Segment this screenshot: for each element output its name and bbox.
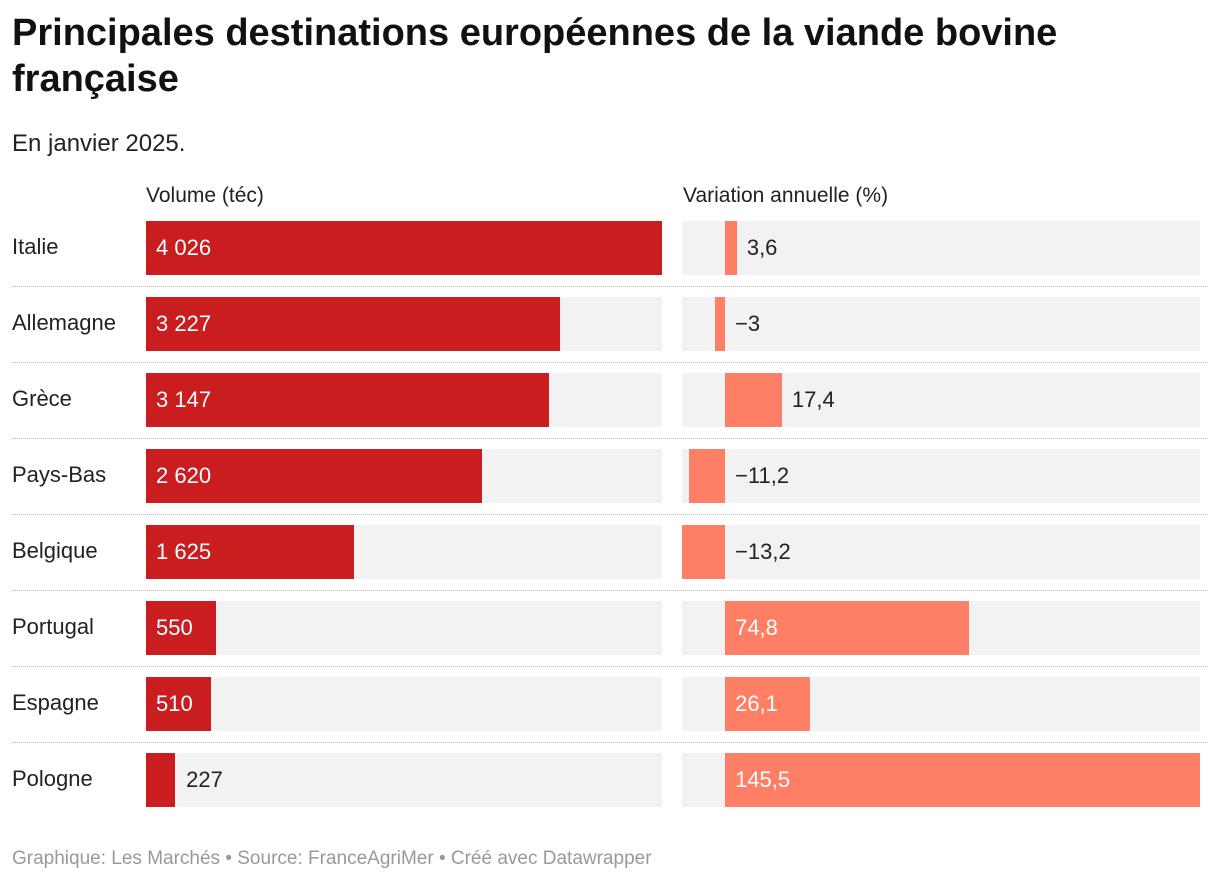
variation-track: −13,2 [682, 525, 1200, 579]
volume-track: 1 625 [146, 525, 662, 579]
chart-title: Principales destinations européennes de … [12, 12, 1058, 100]
variation-bar [725, 221, 737, 275]
row-separator [12, 514, 1208, 515]
row-separator [12, 666, 1208, 667]
volume-bar [146, 373, 550, 427]
chart-footer: Graphique: Les Marchés • Source: FranceA… [12, 848, 652, 869]
variation-value-label: 145,5 [735, 767, 791, 792]
variation-bar [682, 525, 726, 579]
row-separator [12, 742, 1208, 743]
volume-value-label: 510 [156, 691, 193, 716]
variation-track: 17,4 [682, 373, 1200, 427]
volume-value-label: 4 026 [156, 235, 212, 260]
volume-bar [146, 221, 662, 275]
chart-subtitle: En janvier 2025. [12, 130, 186, 157]
category-label: Pays-Bas [12, 462, 107, 487]
volume-bar [146, 297, 560, 351]
variation-track: 74,8 [682, 601, 1200, 655]
volume-value-label: 3 227 [156, 311, 212, 336]
variation-value-label: 26,1 [735, 691, 778, 716]
variation-track: −11,2 [682, 449, 1200, 503]
variation-value-label: 3,6 [746, 235, 778, 260]
category-label: Italie [12, 234, 59, 259]
volume-track: 510 [146, 677, 662, 731]
variation-track: −3 [682, 297, 1200, 351]
volume-value-label: 550 [156, 615, 193, 640]
category-label: Belgique [12, 538, 98, 563]
category-label: Pologne [12, 766, 93, 791]
category-label: Allemagne [12, 310, 116, 335]
volume-bar [146, 601, 217, 655]
variation-bar [688, 449, 726, 503]
category-label: Espagne [12, 690, 99, 715]
variation-value-label: −3 [735, 311, 761, 336]
variation-column-header: Variation annuelle (%) [683, 184, 889, 207]
volume-track: 3 227 [146, 297, 662, 351]
row-separator [12, 590, 1208, 591]
variation-value-label: 74,8 [735, 615, 778, 640]
volume-value-label: 227 [186, 767, 223, 792]
volume-bar [146, 753, 176, 807]
volume-track: 3 147 [146, 373, 662, 427]
volume-value-label: 3 147 [156, 387, 212, 412]
variation-bar [725, 677, 811, 731]
variation-bar [715, 297, 726, 351]
volume-bar [146, 677, 212, 731]
volume-bar [146, 449, 482, 503]
volume-column-header: Volume (téc) [146, 184, 264, 207]
variation-track: 3,6 [682, 221, 1200, 275]
variation-bar [725, 373, 782, 427]
volume-track: 2 620 [146, 449, 662, 503]
volume-track: 4 026 [146, 221, 662, 275]
variation-value-label: 17,4 [791, 387, 835, 412]
volume-track: 550 [146, 601, 662, 655]
category-label: Grèce [12, 386, 72, 411]
category-label: Portugal [12, 614, 94, 639]
volume-track: 227 [146, 753, 662, 807]
variation-value-label: −11,2 [735, 463, 790, 488]
variation-bar [725, 753, 1200, 807]
row-separator [12, 362, 1208, 363]
variation-track: 26,1 [682, 677, 1200, 731]
variation-bar [725, 601, 970, 655]
volume-value-label: 1 625 [156, 539, 212, 564]
row-separator [12, 286, 1208, 287]
variation-track: 145,5 [682, 753, 1200, 807]
volume-bar [146, 525, 355, 579]
volume-value-label: 2 620 [156, 463, 212, 488]
row-separator [12, 438, 1208, 439]
variation-value-label: −13,2 [735, 539, 791, 564]
